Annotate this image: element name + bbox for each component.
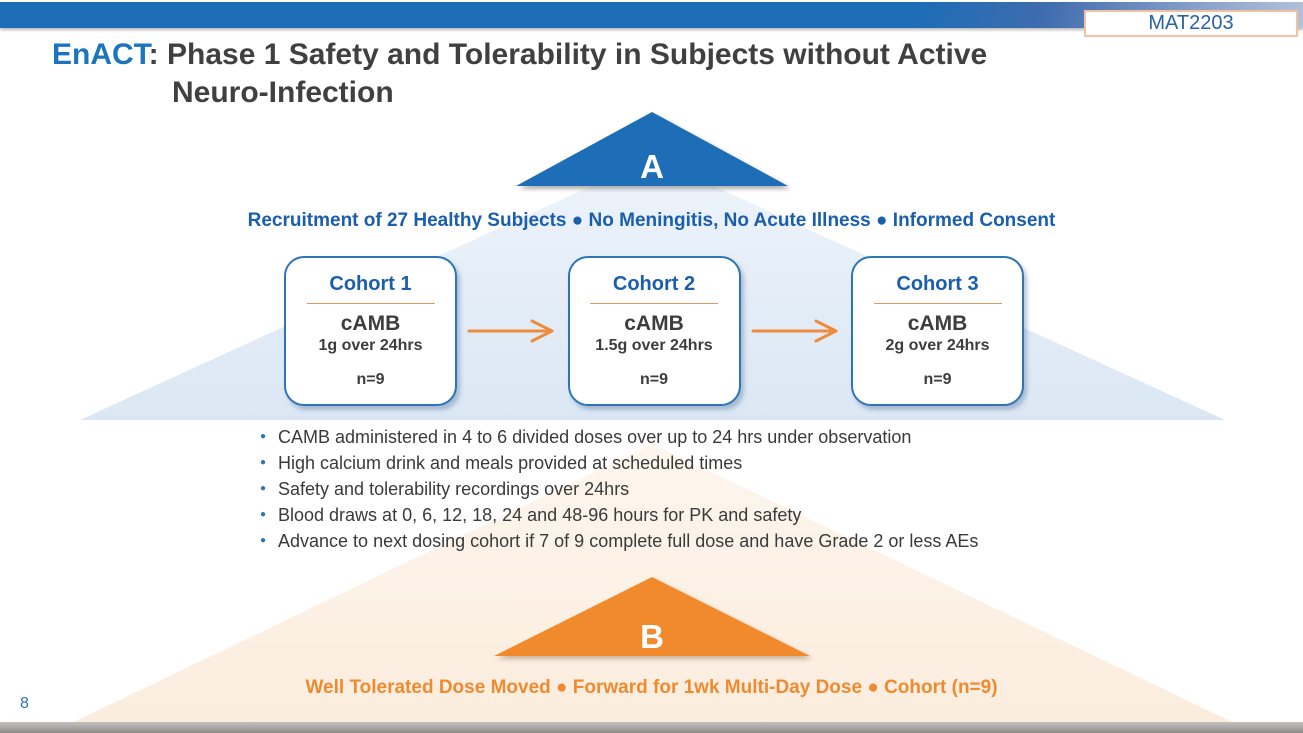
cohort-n: n=9 [356,371,385,389]
title-rest: : Phase 1 Safety and Tolerability in Sub… [148,38,988,71]
cohort-dose: 2g over 24hrs [885,337,990,355]
study-code-badge: MAT2203 [1084,10,1298,37]
cohort-n: n=9 [923,371,952,389]
phase-b-label: B [640,618,664,656]
bullet-text: Safety and tolerability recordings over … [278,479,630,499]
cohort-card-3: Cohort 3 cAMB 2g over 24hrs n=9 [851,256,1024,406]
bullet-text: Advance to next dosing cohort if 7 of 9 … [278,531,979,551]
bullet-text: Blood draws at 0, 6, 12, 18, 24 and 48-9… [278,505,802,525]
bottom-border-bar [0,722,1303,733]
cohort-divider [590,303,718,304]
phase-a-triangle: A [516,112,788,186]
bullet-item: High calcium drink and meals provided at… [260,450,978,476]
cohort-name: Cohort 3 [896,273,979,295]
cohort-n: n=9 [639,371,668,389]
tolerated-dose-banner: Well Tolerated Dose Moved ● Forward for … [305,677,998,698]
title-line2: Neuro-Infection [172,75,394,109]
arrow-right-icon [467,319,554,343]
phase-a-triangle-shape: A [516,112,788,186]
cohort-drug: cAMB [340,312,401,335]
bullet-item: Blood draws at 0, 6, 12, 18, 24 and 48-9… [260,502,978,528]
cohort-drug: cAMB [624,312,684,335]
page-number: 8 [20,695,29,712]
cohort-divider [306,303,435,304]
cohort-card-2: Cohort 2 cAMB 1.5g over 24hrs n=9 [567,256,741,406]
bullet-item: CAMB administered in 4 to 6 divided dose… [260,424,978,450]
cohort-name: Cohort 1 [329,273,412,295]
arrow-right-icon [751,319,838,343]
cohort-row: Cohort 1 cAMB 1g over 24hrs n=9 Cohort 2… [284,256,1024,406]
cohort-divider [873,303,1002,304]
title-brand: EnACT [52,38,149,71]
cohort-dose: 1g over 24hrs [318,337,423,355]
cohort-name: Cohort 2 [612,273,696,295]
study-bullet-list: CAMB administered in 4 to 6 divided dose… [260,424,978,554]
cohort-drug: cAMB [907,312,968,335]
bullet-item: Advance to next dosing cohort if 7 of 9 … [260,528,978,554]
phase-a-label: A [640,148,664,186]
title-line1: EnACT: Phase 1 Safety and Tolerability i… [52,36,987,74]
slide-title: EnACT: Phase 1 Safety and Tolerability i… [52,36,987,111]
recruitment-banner: Recruitment of 27 Healthy Subjects ● No … [247,210,1056,231]
bullet-text: High calcium drink and meals provided at… [278,453,743,473]
phase-b-triangle: B [494,577,810,656]
bullet-item: Safety and tolerability recordings over … [260,476,978,502]
phase-b-triangle-shape: B [494,577,810,656]
study-code-label: MAT2203 [1148,12,1234,34]
cohort-dose: 1.5g over 24hrs [595,337,713,355]
cohort-card-1: Cohort 1 cAMB 1g over 24hrs n=9 [284,256,457,406]
bullet-text: CAMB administered in 4 to 6 divided dose… [278,427,912,447]
